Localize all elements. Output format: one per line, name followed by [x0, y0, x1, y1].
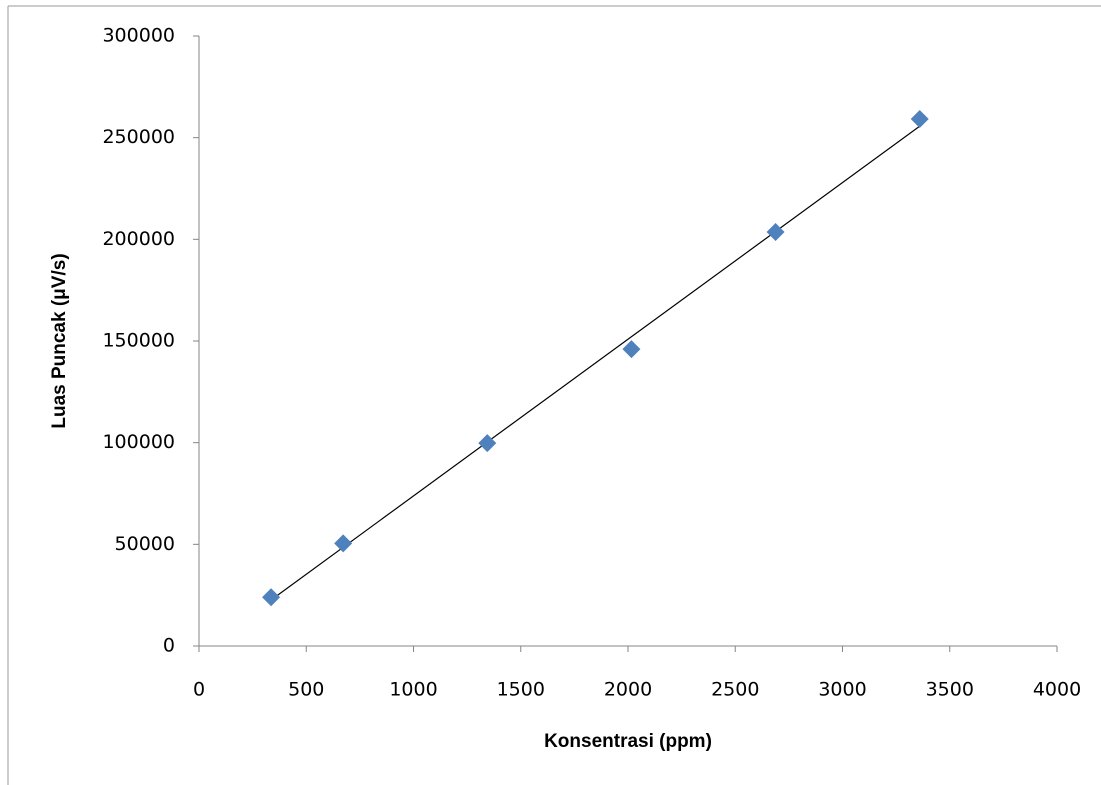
point [911, 110, 929, 128]
y-tick-label: 250000 [102, 126, 175, 148]
x-axis-title: Konsentrasi (ppm) [544, 731, 712, 752]
x-tick-label: 3000 [818, 679, 866, 701]
y-tick-label: 200000 [102, 228, 175, 250]
chart: Konsentrasi (ppm) Luas Puncak (μV/s) 0 50… [0, 0, 1101, 785]
x-tick-label: 4000 [1033, 679, 1081, 701]
x-tick-label: 1500 [497, 679, 545, 701]
x-tick-label: 0 [193, 679, 205, 701]
y-tick-label: 0 [163, 635, 175, 657]
point [262, 588, 280, 606]
y-tick-label: 50000 [115, 533, 175, 555]
y-tick-label: 150000 [102, 330, 175, 352]
x-tick-label: 1000 [389, 679, 437, 701]
point [622, 340, 640, 358]
y-axis-title: Luas Puncak (μV/s) [49, 253, 70, 428]
x-tick-label: 2500 [711, 679, 759, 701]
x-tick-label: 2000 [604, 679, 652, 701]
point [334, 534, 352, 552]
x-tick-label: 500 [288, 679, 324, 701]
trendline [271, 126, 920, 600]
point [767, 223, 785, 241]
y-tick-label: 100000 [102, 431, 175, 453]
x-tick-label: 3500 [926, 679, 974, 701]
y-tick-label: 300000 [102, 25, 175, 47]
